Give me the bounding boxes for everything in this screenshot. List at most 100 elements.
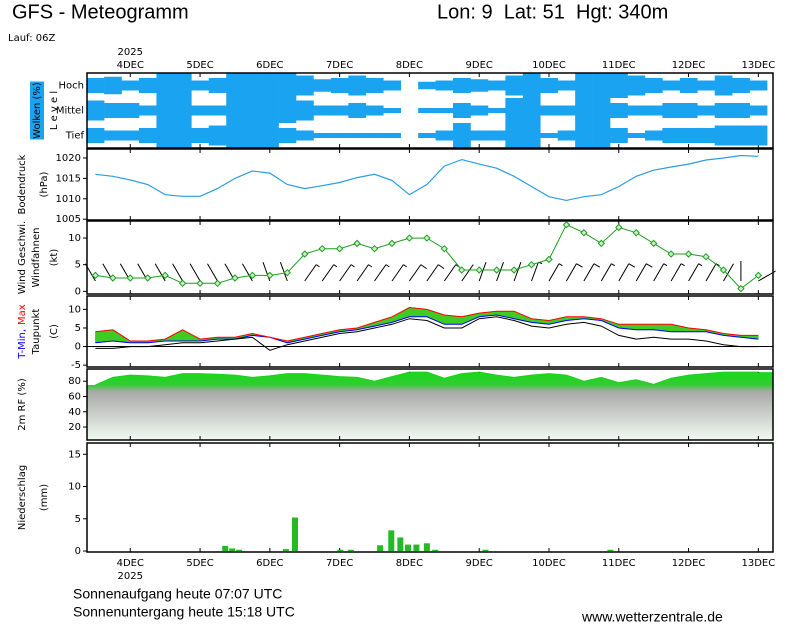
cloud-bar (278, 73, 297, 98)
cloud-bar (679, 103, 698, 118)
cloud-bar (191, 80, 210, 91)
y-axis-label: (hPa) (39, 171, 50, 197)
y-tick-label: 1020 (56, 153, 81, 164)
rh-line (95, 371, 759, 386)
cloud-bar (313, 133, 332, 138)
cloud-bar (714, 125, 733, 146)
cloud-bar (540, 78, 559, 93)
wind-marker (475, 266, 483, 274)
panel (87, 296, 773, 367)
cloud-bar (330, 78, 349, 93)
y-tick-label: 5 (75, 323, 81, 334)
y-axis-label: Wind Geschwi. (17, 221, 28, 294)
wind-marker (440, 245, 449, 253)
panel-border (86, 368, 774, 441)
wind-marker (737, 284, 745, 293)
cloud-bar (138, 105, 157, 116)
y-tick-label: 15 (68, 449, 81, 460)
wind-marker (335, 245, 344, 253)
wind-marker (248, 271, 257, 280)
panel (87, 149, 773, 220)
wind-marker (615, 223, 623, 232)
x-tick-label: 13DEC (741, 60, 775, 71)
wind-marker (527, 260, 536, 269)
precip-bar (397, 537, 404, 552)
cloud-bar (644, 105, 663, 116)
cloud-bar (296, 100, 314, 121)
cloud-bar (138, 78, 157, 93)
wind-marker (597, 239, 606, 248)
cloud-bar (610, 73, 628, 98)
cloud-bar (121, 80, 140, 91)
cloud-bar (592, 123, 611, 148)
cloud-bar (505, 75, 524, 96)
precip-bar (413, 544, 420, 552)
cloud-bar (714, 103, 733, 118)
wind-marker (423, 234, 431, 242)
x-tick-label: 6DEC (256, 558, 283, 569)
y-tick-label: 5 (75, 260, 81, 271)
wind-barb (356, 264, 373, 282)
temp-line (95, 316, 759, 351)
cloud-bar (592, 73, 611, 98)
wind-barb (426, 264, 445, 282)
wind-barb (391, 264, 407, 282)
y-axis-label: Windfahnen (31, 228, 42, 288)
y-axis-label: L e v e l (49, 91, 60, 130)
y-tick-label: 5 (75, 514, 81, 525)
wind-marker (161, 271, 169, 280)
y-axis-label-part: Max (17, 304, 28, 325)
cloud-bar (365, 133, 384, 138)
cloud-bar (156, 98, 175, 123)
y-axis-label: Bodendruck (17, 154, 28, 214)
cloud-bar (644, 78, 663, 93)
cloud-bar (487, 130, 506, 141)
cloud-bar (278, 98, 297, 123)
cloud-bar (348, 75, 367, 96)
cloud-bar (505, 123, 524, 148)
cloud-bar (383, 108, 401, 113)
precip-bar (388, 530, 395, 552)
cloud-bar (610, 103, 628, 118)
source: www.wetterzentrale.de (581, 609, 723, 625)
wind-barb (154, 263, 166, 282)
wind-marker (301, 250, 309, 258)
precip-bar (482, 549, 489, 552)
y-axis-label: Niederschlag (17, 465, 28, 530)
wind-marker (632, 229, 640, 237)
wind-barb (374, 264, 390, 282)
temp-line (95, 314, 759, 344)
level-label: Hoch (59, 81, 84, 92)
wind-marker (353, 239, 361, 248)
cloud-bar (418, 108, 436, 113)
cloud-bar (697, 105, 716, 116)
cloud-bar (697, 128, 716, 143)
cloud-bar (104, 76, 122, 95)
cloud-bar (191, 105, 210, 116)
cloud-bar (679, 128, 698, 143)
cloud-bar (226, 73, 244, 98)
wind-marker (754, 271, 763, 280)
cloud-bar (313, 79, 332, 92)
cloud-bar (732, 78, 750, 93)
cloud-bar (453, 78, 471, 93)
wind-marker (231, 274, 239, 282)
cloud-bar (453, 123, 471, 148)
y-axis-label: Wolken (%) (32, 82, 43, 139)
cloud-bar (557, 80, 576, 91)
y-tick-label: 10 (68, 233, 81, 244)
y-tick-label: 10 (68, 304, 81, 315)
wind-marker (719, 266, 728, 274)
x-tick-label: 9DEC (466, 558, 493, 569)
cloud-bar (522, 73, 541, 98)
wind-marker (178, 279, 187, 288)
wind-marker (492, 266, 501, 274)
panel-border (86, 295, 774, 368)
wind-barb (304, 264, 320, 282)
wind-marker (91, 271, 100, 280)
y-tick-label: 1015 (56, 173, 81, 184)
y-tick-label: 10 (68, 482, 81, 493)
cloud-bar (243, 98, 262, 123)
x-tick-label: 7DEC (326, 558, 353, 569)
panel (87, 443, 773, 552)
